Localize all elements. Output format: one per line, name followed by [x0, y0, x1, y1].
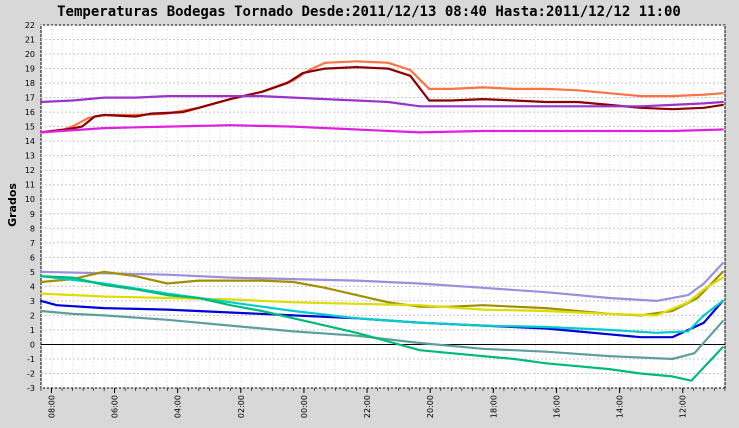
axes-layer: -3-2-10123456789101112131415161718192021… [25, 21, 726, 418]
y-tick-label: 16 [25, 108, 35, 117]
x-tick-label: 00:00 [300, 395, 309, 418]
y-tick-label: 15 [25, 123, 35, 132]
y-tick-label: -2 [27, 369, 35, 378]
y-tick-label: 9 [30, 210, 35, 219]
x-tick-label: 12:00 [679, 395, 688, 418]
series-line-4 [39, 124, 724, 134]
series-line-5 [39, 262, 724, 302]
y-tick-label: 10 [25, 195, 35, 204]
y-tick-label: 2 [30, 311, 35, 320]
series-line-11 [39, 275, 724, 382]
y-tick-label: 1 [30, 326, 35, 335]
y-tick-label: 18 [25, 79, 35, 88]
y-tick-label: -1 [27, 355, 35, 364]
series-layer [39, 60, 724, 382]
x-tick-label: 22:00 [363, 395, 372, 418]
y-tick-label: 14 [25, 137, 35, 146]
series-line-2 [39, 65, 724, 134]
y-tick-label: 7 [30, 239, 35, 248]
y-tick-label: 11 [25, 181, 35, 190]
chart-title: Temperaturas Bodegas Tornado Desde:2011/… [57, 4, 681, 20]
grid [40, 24, 726, 389]
x-tick-label: 08:00 [47, 395, 56, 418]
x-tick-label: 14:00 [616, 395, 625, 418]
y-tick-label: 8 [30, 224, 35, 233]
y-tick-label: 17 [25, 94, 35, 103]
x-tick-label: 04:00 [174, 395, 183, 418]
y-tick-label: 4 [30, 282, 35, 291]
y-tick-label: 22 [25, 21, 35, 30]
series-line-3 [39, 94, 724, 108]
y-tick-label: 12 [25, 166, 35, 175]
x-tick-label: 20:00 [426, 395, 435, 418]
x-tick-label: 02:00 [237, 395, 246, 418]
x-tick-label: 16:00 [552, 395, 561, 418]
series-line-7 [39, 276, 724, 317]
y-tick-label: 0 [30, 340, 35, 349]
y-tick-label: 5 [30, 268, 35, 277]
x-tick-label: 06:00 [111, 395, 120, 418]
series-line-10 [39, 309, 724, 361]
y-tick-label: 6 [30, 253, 35, 262]
y-tick-label: 21 [25, 36, 35, 45]
y-tick-label: 20 [25, 50, 35, 59]
plot-area [40, 24, 726, 389]
y-tick-label: -3 [27, 384, 35, 393]
x-tick-label: 18:00 [489, 395, 498, 418]
y-axis-label: Grados [6, 183, 19, 227]
y-tick-label: 19 [25, 65, 35, 74]
y-tick-label: 3 [30, 297, 35, 306]
y-tick-label: 13 [25, 152, 35, 161]
